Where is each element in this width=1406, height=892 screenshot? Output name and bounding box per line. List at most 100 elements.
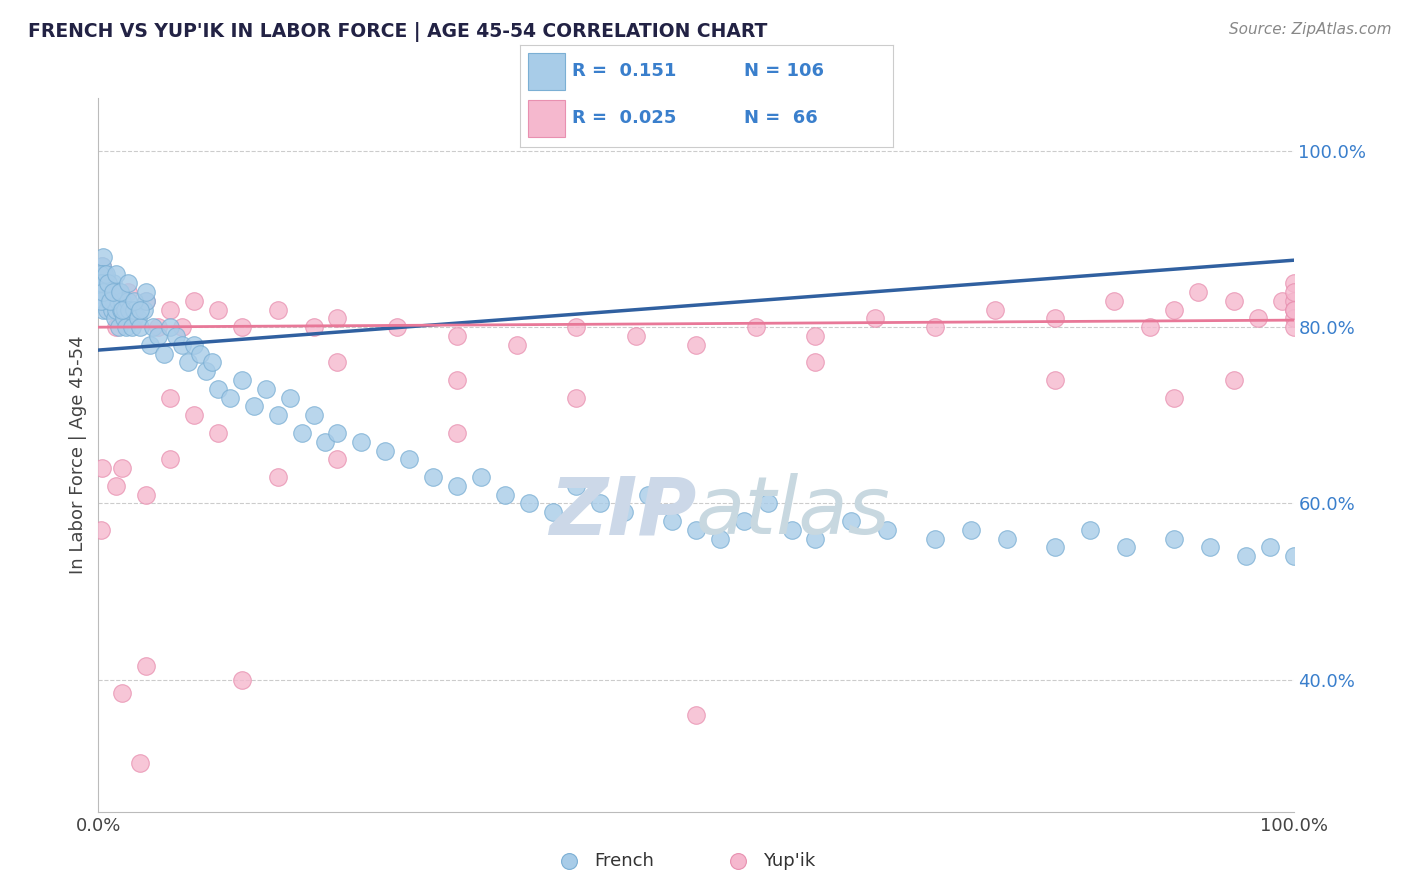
Point: [780, 523, 803, 537]
Point: [350, 434, 373, 449]
Point: [685, 338, 707, 352]
Point: [135, 285, 157, 299]
Point: [194, 364, 218, 378]
Text: R =  0.025: R = 0.025: [572, 110, 676, 128]
Point: [93, 293, 115, 308]
Point: [1163, 391, 1185, 405]
Text: ZIP: ZIP: [548, 473, 696, 551]
Point: [89, 268, 111, 282]
Point: [685, 523, 707, 537]
Point: [626, 329, 648, 343]
Point: [863, 311, 887, 326]
Point: [995, 532, 1018, 546]
Point: [1246, 311, 1268, 326]
Bar: [527, 100, 565, 137]
Point: [91, 302, 114, 317]
Point: [90, 523, 112, 537]
Point: [1102, 293, 1125, 308]
Point: [97, 276, 120, 290]
Point: [1222, 373, 1246, 387]
Point: [1163, 532, 1185, 546]
Point: [613, 505, 636, 519]
Point: [91, 461, 114, 475]
Point: [565, 479, 588, 493]
Y-axis label: In Labor Force | Age 45-54: In Labor Force | Age 45-54: [69, 335, 87, 574]
Point: [231, 673, 253, 687]
Point: [142, 320, 165, 334]
Point: [127, 311, 149, 326]
Point: [107, 293, 129, 308]
Point: [267, 302, 290, 317]
Point: [589, 496, 612, 510]
Point: [661, 514, 683, 528]
Point: [101, 276, 124, 290]
Point: [135, 487, 157, 501]
Point: [108, 285, 131, 299]
Point: [1222, 293, 1246, 308]
Point: [1043, 311, 1066, 326]
Point: [135, 293, 157, 308]
Point: [111, 293, 134, 308]
Point: [733, 514, 755, 528]
Point: [103, 293, 125, 308]
Point: [129, 302, 152, 317]
Point: [291, 425, 314, 440]
Point: [183, 338, 205, 352]
Point: [98, 285, 122, 299]
Point: [129, 320, 152, 334]
Point: [91, 259, 114, 273]
Point: [124, 293, 146, 308]
Point: [302, 409, 325, 423]
Point: [1198, 541, 1220, 555]
Point: [517, 496, 540, 510]
Point: [541, 505, 564, 519]
Point: [506, 338, 529, 352]
Point: [98, 293, 121, 308]
Point: [91, 276, 114, 290]
Point: [745, 320, 768, 334]
Text: N =  66: N = 66: [744, 110, 817, 128]
Point: [1115, 541, 1137, 555]
Point: [446, 329, 468, 343]
Point: [188, 346, 211, 360]
Point: [124, 302, 146, 317]
Point: [267, 409, 290, 423]
Text: FRENCH VS YUP'IK IN LABOR FORCE | AGE 45-54 CORRELATION CHART: FRENCH VS YUP'IK IN LABOR FORCE | AGE 45…: [28, 22, 768, 42]
Point: [254, 382, 277, 396]
Point: [1282, 320, 1305, 334]
Point: [105, 479, 128, 493]
Point: [91, 293, 114, 308]
Point: [1282, 276, 1305, 290]
Point: [118, 302, 141, 317]
Point: [1282, 293, 1305, 308]
Text: R =  0.151: R = 0.151: [572, 62, 676, 80]
Point: [96, 285, 118, 299]
Point: [398, 452, 420, 467]
Point: [243, 400, 266, 414]
Point: [446, 479, 468, 493]
Point: [1282, 302, 1305, 317]
Point: [104, 311, 127, 326]
Point: [315, 434, 337, 449]
Point: [207, 425, 229, 440]
Point: [101, 285, 124, 299]
Point: [112, 311, 135, 326]
Point: [374, 443, 396, 458]
Point: [98, 293, 122, 308]
Point: [117, 276, 139, 290]
Point: [159, 302, 181, 317]
Point: [302, 320, 325, 334]
Point: [924, 320, 946, 334]
Point: [959, 523, 981, 537]
Point: [159, 391, 181, 405]
Text: Source: ZipAtlas.com: Source: ZipAtlas.com: [1229, 22, 1392, 37]
Point: [201, 355, 224, 369]
Point: [385, 320, 409, 334]
Point: [841, 514, 863, 528]
Point: [231, 320, 253, 334]
Point: [637, 487, 659, 501]
Point: [565, 391, 588, 405]
Point: [97, 285, 120, 299]
Point: [984, 302, 1007, 317]
Point: [685, 707, 707, 722]
